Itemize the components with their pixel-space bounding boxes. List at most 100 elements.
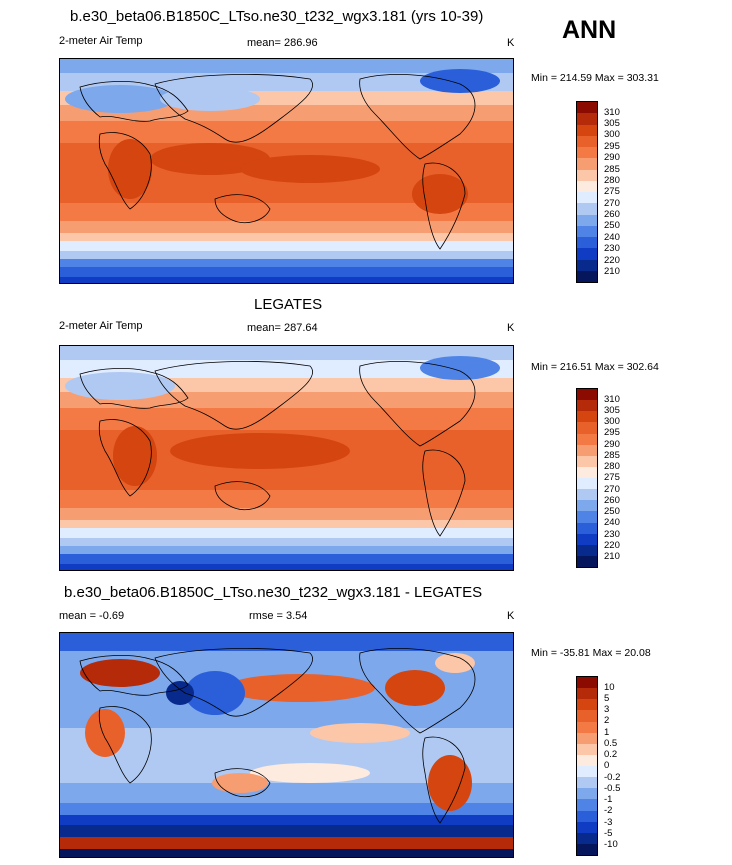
panel3-colorbar-label: -0.2 bbox=[604, 772, 621, 783]
colorbar-cell bbox=[577, 754, 597, 766]
panel1-colorbar-label: 310 bbox=[604, 107, 620, 118]
colorbar-cell bbox=[577, 544, 597, 556]
panel2-colorbar-label: 240 bbox=[604, 517, 620, 528]
panel1-colorbar-label: 285 bbox=[604, 164, 620, 175]
panel3-colorbar-label: -5 bbox=[604, 828, 613, 839]
panel1-colorbar-label: 230 bbox=[604, 243, 620, 254]
colorbar-cell bbox=[577, 444, 597, 456]
colorbar-cell bbox=[577, 214, 597, 226]
panel3-colorbar-label: 10 bbox=[604, 682, 615, 693]
figure-title: b.e30_beta06.B1850C_LTso.ne30_t232_wgx3.… bbox=[70, 8, 484, 25]
panel3-colorbar bbox=[576, 676, 598, 856]
panel2-mean-label: mean= 287.64 bbox=[247, 322, 318, 334]
colorbar-cell bbox=[577, 732, 597, 744]
panel3-colorbar-label: 0 bbox=[604, 760, 610, 771]
panel2-title: LEGATES bbox=[254, 296, 323, 313]
colorbar-cell bbox=[577, 810, 597, 822]
panel2-colorbar-label: 260 bbox=[604, 495, 620, 506]
panel2-colorbar-label: 270 bbox=[604, 484, 620, 495]
panel1-colorbar-label: 220 bbox=[604, 255, 620, 266]
colorbar-cell bbox=[577, 422, 597, 434]
panel1-colorbar bbox=[576, 101, 598, 283]
panel3-colorbar-label: 5 bbox=[604, 693, 610, 704]
panel1-minmax: Min = 214.59 Max = 303.31 bbox=[531, 72, 659, 84]
colorbar-cell bbox=[577, 688, 597, 700]
panel3-title: b.e30_beta06.B1850C_LTso.ne30_t232_wgx3.… bbox=[64, 584, 483, 601]
colorbar-cell bbox=[577, 843, 597, 855]
colorbar-cell bbox=[577, 466, 597, 478]
panel2-colorbar-label: 275 bbox=[604, 472, 620, 483]
panel2-colorbar-label: 250 bbox=[604, 506, 620, 517]
colorbar-cell bbox=[577, 788, 597, 800]
panel3-mean-label: mean = -0.69 bbox=[59, 610, 125, 622]
panel2-colorbar-label: 290 bbox=[604, 439, 620, 450]
panel1-mean-label: mean= 286.96 bbox=[247, 37, 318, 49]
panel1-colorbar-label: 300 bbox=[604, 129, 620, 140]
colorbar-cell bbox=[577, 102, 597, 114]
colorbar-cell bbox=[577, 500, 597, 512]
panel1-colorbar-label: 250 bbox=[604, 220, 620, 231]
colorbar-cell bbox=[577, 832, 597, 844]
panel3-unit-label: K bbox=[507, 610, 515, 622]
panel1-colorbar-label: 290 bbox=[604, 152, 620, 163]
panel2-colorbar-label: 280 bbox=[604, 461, 620, 472]
panel1-colorbar-label: 240 bbox=[604, 232, 620, 243]
panel3-colorbar-label: 1 bbox=[604, 727, 610, 738]
panel2-colorbar bbox=[576, 388, 598, 568]
panel3-colorbar-label: -10 bbox=[604, 839, 618, 850]
colorbar-cell bbox=[577, 248, 597, 260]
panel1-colorbar-label: 275 bbox=[604, 186, 620, 197]
colorbar-cell bbox=[577, 192, 597, 204]
colorbar-cell bbox=[577, 400, 597, 412]
panel2-variable-label: 2-meter Air Temp bbox=[59, 320, 143, 332]
colorbar-cell bbox=[577, 259, 597, 271]
season-label: ANN bbox=[562, 16, 617, 44]
panel1-colorbar-label: 270 bbox=[604, 198, 620, 209]
panel1-colorbar-label: 260 bbox=[604, 209, 620, 220]
colorbar-cell bbox=[577, 147, 597, 159]
panel2-unit-label: K bbox=[507, 322, 515, 334]
panel3-colorbar-label: -2 bbox=[604, 805, 613, 816]
colorbar-cell bbox=[577, 677, 597, 689]
colorbar-cell bbox=[577, 124, 597, 136]
colorbar-cell bbox=[577, 522, 597, 534]
colorbar-cell bbox=[577, 743, 597, 755]
panel2-minmax: Min = 216.51 Max = 302.64 bbox=[531, 361, 659, 373]
colorbar-cell bbox=[577, 511, 597, 523]
panel3-colorbar-label: 0.2 bbox=[604, 749, 618, 760]
panel2-colorbar-label: 300 bbox=[604, 416, 620, 427]
panel1-unit-label: K bbox=[507, 37, 515, 49]
panel3-colorbar-label: 3 bbox=[604, 704, 610, 715]
colorbar-cell bbox=[577, 389, 597, 401]
colorbar-cell bbox=[577, 180, 597, 192]
colorbar-cell bbox=[577, 478, 597, 490]
panel3-colorbar-label: -1 bbox=[604, 794, 613, 805]
colorbar-cell bbox=[577, 135, 597, 147]
colorbar-cell bbox=[577, 721, 597, 733]
colorbar-cell bbox=[577, 455, 597, 467]
colorbar-cell bbox=[577, 710, 597, 722]
colorbar-cell bbox=[577, 203, 597, 215]
panel3-rmse-label: rmse = 3.54 bbox=[249, 610, 308, 622]
panel3-map bbox=[59, 632, 514, 858]
panel1-variable-label: 2-meter Air Temp bbox=[59, 35, 143, 47]
panel2-colorbar-label: 230 bbox=[604, 529, 620, 540]
panel2-colorbar-label: 305 bbox=[604, 405, 620, 416]
colorbar-cell bbox=[577, 766, 597, 778]
panel1-map-svg bbox=[60, 59, 513, 283]
colorbar-cell bbox=[577, 699, 597, 711]
panel2-colorbar-label: 310 bbox=[604, 394, 620, 405]
panel1-colorbar-label: 305 bbox=[604, 118, 620, 129]
panel3-colorbar-label: 2 bbox=[604, 715, 610, 726]
colorbar-cell bbox=[577, 533, 597, 545]
colorbar-cell bbox=[577, 489, 597, 501]
panel3-colorbar-label: -3 bbox=[604, 817, 613, 828]
panel2-map-svg bbox=[60, 346, 513, 570]
panel2-colorbar-label: 295 bbox=[604, 427, 620, 438]
panel1-map bbox=[59, 58, 514, 284]
panel3-colorbar-label: 0.5 bbox=[604, 738, 618, 749]
colorbar-cell bbox=[577, 411, 597, 423]
panel2-map bbox=[59, 345, 514, 571]
colorbar-cell bbox=[577, 113, 597, 125]
colorbar-cell bbox=[577, 237, 597, 249]
